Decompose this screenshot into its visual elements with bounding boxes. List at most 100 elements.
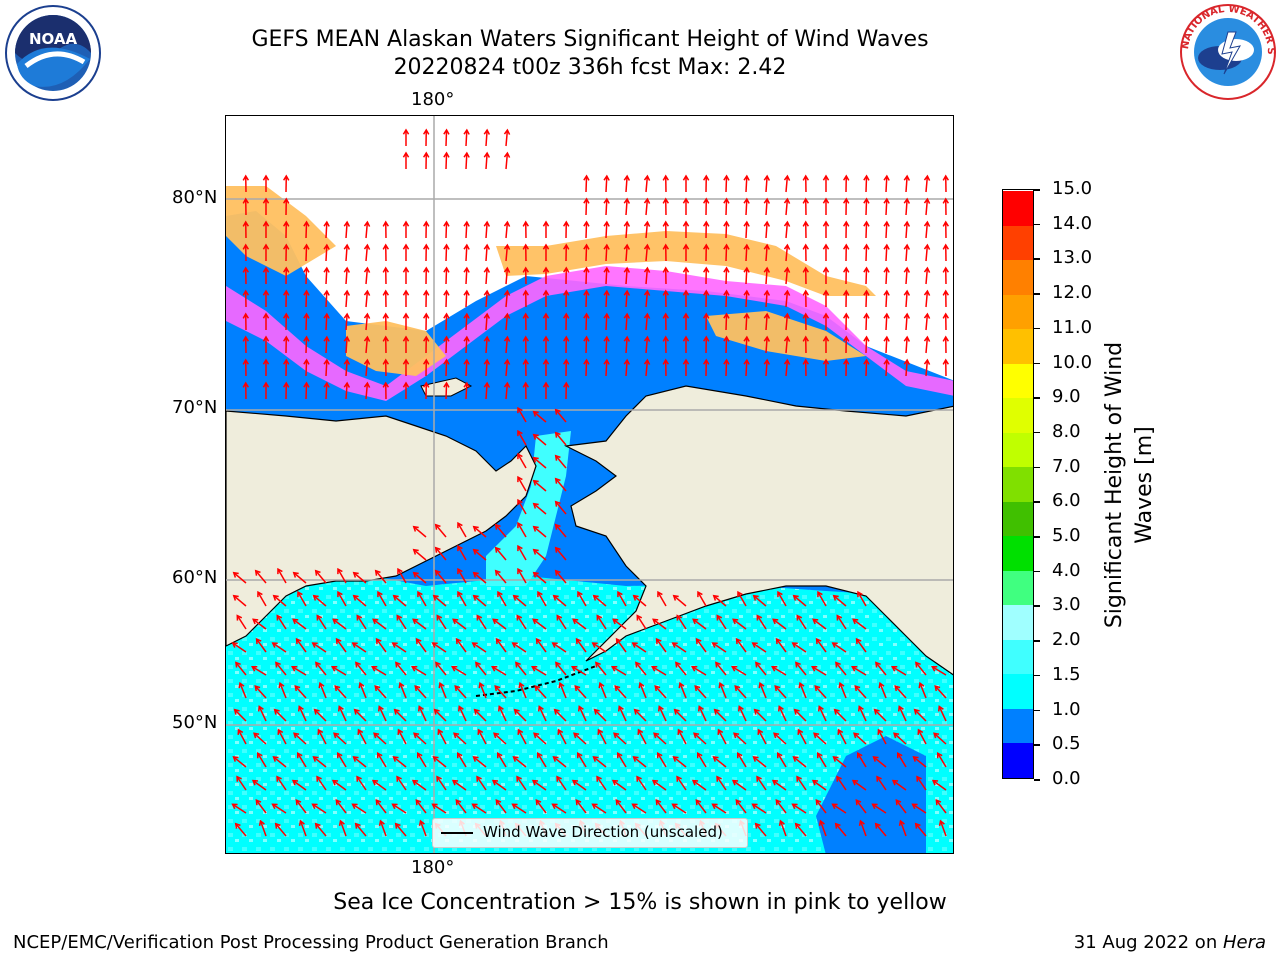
wind-arrow xyxy=(555,455,567,469)
wind-arrow-head xyxy=(743,220,750,227)
wind-arrow-head xyxy=(316,614,323,621)
wind-arrow-head xyxy=(723,243,730,250)
wind-arrow-head xyxy=(282,266,290,273)
wind-arrow xyxy=(532,618,547,630)
wind-arrow xyxy=(365,336,369,354)
wind-arrow-head xyxy=(402,151,410,158)
wind-arrow-head xyxy=(723,220,730,227)
wind-arrow xyxy=(645,267,649,285)
wind-arrow-head xyxy=(942,335,950,342)
wind-arrow xyxy=(633,595,647,607)
alaska-land xyxy=(563,385,953,676)
colorbar-tick xyxy=(1034,327,1040,330)
wind-arrow xyxy=(439,682,447,699)
wind-arrow xyxy=(533,457,547,469)
wind-arrow-head xyxy=(812,618,819,625)
wind-arrow xyxy=(785,336,789,354)
wind-arrow-head xyxy=(418,819,425,827)
wind-arrow-head xyxy=(875,661,881,668)
wind-arrow-head xyxy=(923,243,931,250)
wind-arrow-head xyxy=(555,661,561,668)
wind-arrow xyxy=(585,290,588,308)
wind-arrow-head xyxy=(532,456,539,463)
wind-arrow-head xyxy=(603,266,610,273)
wind-arrow-head xyxy=(623,174,631,181)
wind-arrow-head xyxy=(363,243,371,250)
wind-arrow xyxy=(313,756,327,768)
wind-arrow-head xyxy=(554,431,561,438)
wind-arrow xyxy=(485,244,488,262)
wind-arrow xyxy=(315,823,327,837)
wind-arrow xyxy=(445,382,448,400)
wind-arrow-head xyxy=(463,381,470,388)
wind-arrow xyxy=(353,595,367,607)
wind-arrow xyxy=(719,682,727,699)
wind-arrow xyxy=(531,666,547,676)
wind-arrow xyxy=(585,175,588,193)
wind-arrow-head xyxy=(916,775,922,782)
wind-arrow xyxy=(914,709,927,722)
wind-arrow-head xyxy=(652,618,659,625)
wind-arrow xyxy=(233,756,247,768)
wind-arrow xyxy=(357,729,367,745)
wind-arrow xyxy=(316,615,327,630)
wind-arrow xyxy=(865,336,868,354)
wind-arrow xyxy=(258,706,267,722)
wind-arrow xyxy=(272,803,287,814)
wind-arrow-head xyxy=(883,335,890,342)
map-panel xyxy=(225,115,954,854)
wind-arrow xyxy=(865,359,868,377)
wind-arrow-head xyxy=(535,799,542,806)
wind-arrow xyxy=(345,290,348,308)
wind-arrow xyxy=(275,662,287,676)
wind-arrow xyxy=(373,732,387,745)
wind-arrow-head xyxy=(558,681,565,689)
wind-arrow xyxy=(305,313,308,331)
wind-arrow xyxy=(236,776,247,791)
wind-arrow xyxy=(339,820,347,837)
wind-arrow-head xyxy=(251,779,259,786)
wind-arrow-head xyxy=(537,590,543,598)
wind-arrow xyxy=(859,820,867,837)
wind-arrow-head xyxy=(623,289,631,296)
wind-arrow xyxy=(393,595,407,607)
wind-arrow xyxy=(337,752,347,768)
wind-arrow-head xyxy=(676,614,683,621)
wind-arrow-head xyxy=(542,289,550,296)
wind-arrow-head xyxy=(503,243,511,250)
wind-arrow-head xyxy=(914,822,921,829)
wind-arrow-head xyxy=(373,732,380,739)
wind-arrow-head xyxy=(472,571,479,578)
wind-arrow-head xyxy=(633,708,640,715)
wind-arrow-head xyxy=(942,312,950,319)
wind-arrow-head xyxy=(763,243,771,250)
wind-arrow xyxy=(585,198,588,216)
wind-arrow xyxy=(855,638,867,653)
wind-arrow-head xyxy=(682,266,690,273)
wind-arrow-head xyxy=(262,243,270,250)
wind-arrow-head xyxy=(923,220,931,227)
wind-arrow-head xyxy=(282,312,290,319)
wind-arrow-head xyxy=(258,819,265,827)
wind-arrow-head xyxy=(402,243,410,250)
wind-arrow-head xyxy=(783,358,791,365)
footer-machine: Hera xyxy=(1222,932,1266,953)
wind-arrow xyxy=(771,666,787,676)
wind-arrow-head xyxy=(598,681,605,689)
wind-arrow-head xyxy=(673,708,680,715)
wind-arrow-head xyxy=(723,266,730,273)
wind-arrow-head xyxy=(443,151,450,158)
wind-arrow xyxy=(792,803,807,814)
wind-arrow-head xyxy=(903,266,911,273)
wind-arrow-head xyxy=(382,243,390,250)
wind-arrow xyxy=(777,591,787,607)
wind-arrow-head xyxy=(431,642,438,648)
wind-arrow-head xyxy=(522,266,530,273)
wind-arrow xyxy=(712,803,727,814)
wind-arrow xyxy=(253,732,267,745)
wind-arrow xyxy=(792,642,807,653)
wind-arrow xyxy=(325,336,328,354)
wind-arrow xyxy=(297,591,307,607)
wind-arrow-head xyxy=(422,289,430,296)
wind-arrow xyxy=(745,336,748,354)
